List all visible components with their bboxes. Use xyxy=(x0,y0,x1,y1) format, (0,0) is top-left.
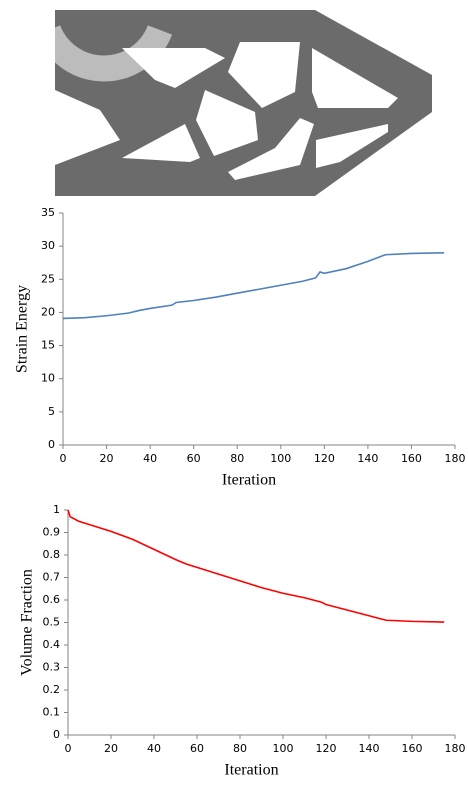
y-tick-label: 5 xyxy=(48,405,55,418)
y-tick-label: 0 xyxy=(48,438,55,451)
x-tick-label: 20 xyxy=(104,742,118,755)
data-line xyxy=(63,253,444,319)
y-tick-label: 1 xyxy=(53,503,60,516)
x-axis-title: Iteration xyxy=(224,762,278,779)
y-tick-label: 0.4 xyxy=(43,638,61,651)
y-tick-label: 20 xyxy=(41,305,55,318)
x-tick-label: 0 xyxy=(65,742,72,755)
y-axis-title: Volume Fraction xyxy=(19,569,36,676)
topology-shape xyxy=(55,10,432,196)
x-tick-label: 120 xyxy=(314,452,335,465)
y-tick-label: 15 xyxy=(41,339,55,352)
x-tick-label: 40 xyxy=(147,742,161,755)
line-chart: 0 5 10 15 20 25 30 35 0 20 40 60 80 100 120 140 160 180 It… xyxy=(14,206,466,489)
y-tick-label: 0.6 xyxy=(43,593,61,606)
y-tick-label: 0.7 xyxy=(43,571,61,584)
y-tick-label: 35 xyxy=(41,206,55,219)
x-tick-label: 140 xyxy=(359,742,380,755)
y-tick-label: 0 xyxy=(53,728,60,741)
figure: 05101520253035020406080100120140160180It… xyxy=(0,0,468,787)
x-axis-title: Iteration xyxy=(222,472,276,489)
x-tick-label: 160 xyxy=(402,742,423,755)
x-tick-label: 0 xyxy=(60,452,67,465)
y-tick-label: 0.1 xyxy=(43,706,61,719)
x-tick-label: 100 xyxy=(273,742,294,755)
y-tick-label: 10 xyxy=(41,372,55,385)
x-tick-label: 80 xyxy=(230,452,244,465)
x-tick-label: 20 xyxy=(100,452,114,465)
y-tick-label: 25 xyxy=(41,272,55,285)
x-tick-label: 60 xyxy=(190,742,204,755)
x-tick-label: 40 xyxy=(143,452,157,465)
x-tick-label: 60 xyxy=(187,452,201,465)
y-tick-label: 30 xyxy=(41,239,55,252)
y-tick-label: 0.9 xyxy=(43,526,61,539)
x-tick-label: 160 xyxy=(401,452,422,465)
data-line xyxy=(68,510,444,622)
line-chart: 0 0.1 0.2 0.3 0.4 0.5 0.6 0.7 0.8 0.9 1 0 20 40 60 80 10… xyxy=(19,503,466,779)
structure-image xyxy=(48,10,432,196)
y-tick-label: 0.5 xyxy=(43,616,61,629)
x-tick-label: 120 xyxy=(316,742,337,755)
x-tick-label: 100 xyxy=(270,452,291,465)
x-tick-label: 80 xyxy=(233,742,247,755)
x-tick-label: 180 xyxy=(445,452,466,465)
x-tick-label: 180 xyxy=(445,742,466,755)
y-tick-label: 0.3 xyxy=(43,661,61,674)
y-tick-label: 0.8 xyxy=(43,548,61,561)
y-tick-label: 0.2 xyxy=(43,683,61,696)
x-tick-label: 140 xyxy=(357,452,378,465)
y-axis-title: Strain Energy xyxy=(14,285,31,373)
